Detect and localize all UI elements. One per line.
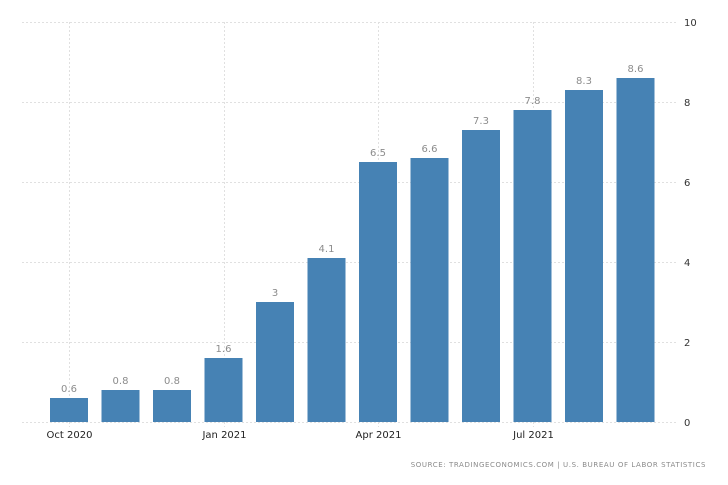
y-tick-label: 6 [684,178,690,189]
bar-sep-2021[interactable] [616,78,655,422]
bar-jul-2021[interactable] [513,110,552,422]
bar-jun-2021[interactable] [462,130,500,422]
bar-value-label: 1.6 [216,344,232,355]
bar-value-label: 6.6 [422,144,438,155]
bar-feb-2021[interactable] [256,302,294,422]
bar-apr-2021[interactable] [359,162,397,422]
y-tick-label: 0 [684,418,690,429]
bars [50,78,655,422]
bar-value-label: 7.8 [525,96,541,107]
horizontal-gridlines [22,22,678,423]
x-tick-label: Apr 2021 [356,430,402,441]
x-tick-label: Jul 2021 [512,430,554,441]
bar-value-label: 0.6 [61,384,77,395]
bar-value-label: 0.8 [113,376,129,387]
y-axis: 0 2 4 6 8 10 [684,18,697,429]
x-tick-label: Jan 2021 [201,430,246,441]
bar-jan-2021[interactable] [204,358,243,422]
bar-value-label: 7.3 [473,116,489,127]
bar-nov-2020[interactable] [101,390,140,422]
x-axis: Oct 2020 Jan 2021 Apr 2021 Jul 2021 [47,430,554,441]
bar-value-label: 3 [272,288,278,299]
bar-value-label: 8.6 [628,64,644,75]
bar-dec-2020[interactable] [153,390,191,422]
bar-value-label: 4.1 [319,244,335,255]
y-tick-label: 8 [684,98,690,109]
bar-value-labels: 0.6 0.8 0.8 1.6 3 4.1 6.5 6.6 7.3 7.8 8.3 8.6 [61,64,643,395]
x-tick-label: Oct 2020 [47,430,93,441]
bar-value-label: 0.8 [164,376,180,387]
bar-may-2021[interactable] [410,158,449,422]
bar-value-label: 8.3 [576,76,592,87]
bar-oct-2020[interactable] [50,398,88,422]
source-attribution: SOURCE: TRADINGECONOMICS.COM | U.S. BURE… [410,461,706,469]
y-tick-label: 4 [684,258,690,269]
y-tick-label: 10 [684,18,697,29]
y-tick-label: 2 [684,338,690,349]
bar-value-label: 6.5 [370,148,386,159]
bar-mar-2021[interactable] [307,258,346,422]
bar-aug-2021[interactable] [565,90,603,422]
